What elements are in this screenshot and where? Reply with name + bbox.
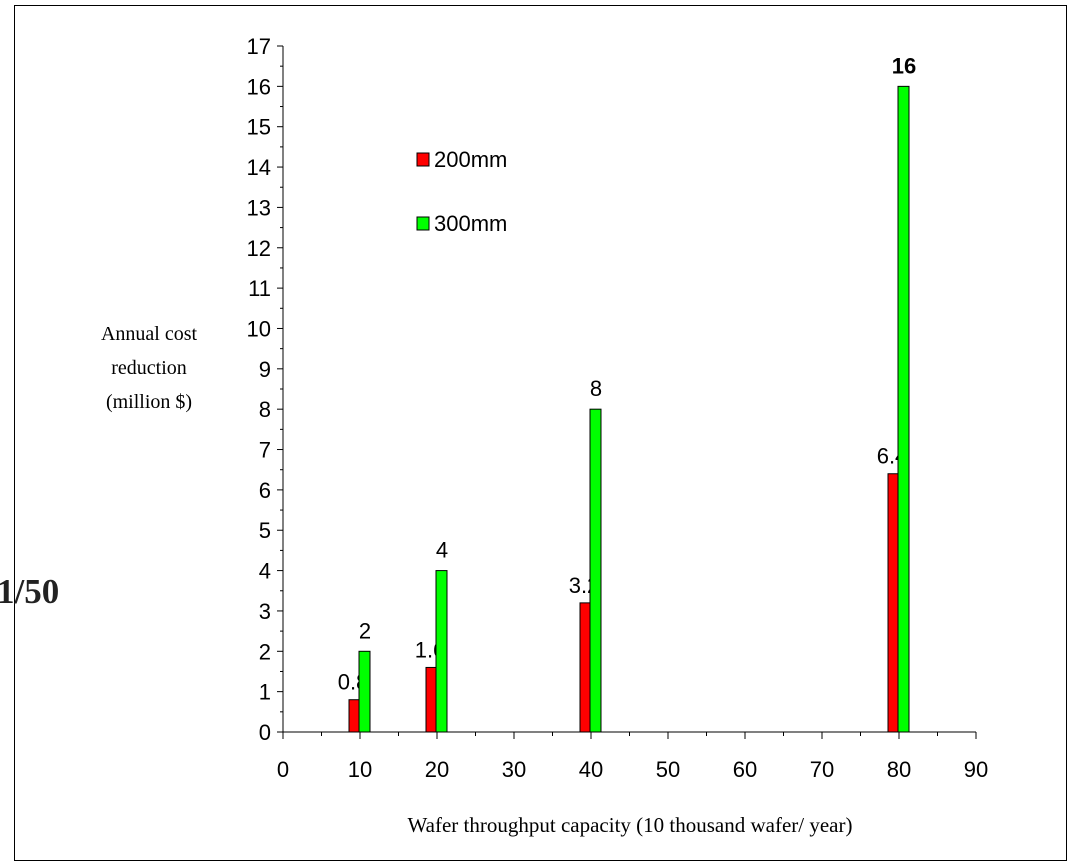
y-tick-label: 17 bbox=[247, 34, 271, 59]
bar-300mm bbox=[897, 85, 910, 733]
y-tick-label: 4 bbox=[259, 559, 271, 584]
bar-200mm bbox=[887, 473, 900, 733]
legend-label-300mm: 300mm bbox=[434, 211, 507, 236]
bar-300mm bbox=[589, 408, 602, 733]
y-tick-label: 1 bbox=[259, 680, 271, 705]
legend-swatch-200mm bbox=[416, 152, 430, 167]
y-tick-label: 3 bbox=[259, 599, 271, 624]
data-label-300mm: 4 bbox=[436, 538, 448, 563]
slide-fragment-text: 1/50 bbox=[0, 572, 60, 611]
bar-200mm bbox=[579, 602, 592, 733]
y-tick-label: 12 bbox=[247, 236, 271, 261]
y-tick-label: 16 bbox=[247, 74, 271, 99]
x-tick-label: 10 bbox=[348, 757, 372, 782]
legend-label-200mm: 200mm bbox=[434, 147, 507, 172]
y-tick-label: 0 bbox=[259, 720, 271, 745]
y-tick-label: 2 bbox=[259, 639, 271, 664]
y-axis-label-line-3: (million $) bbox=[105, 391, 193, 413]
y-tick-label: 9 bbox=[259, 357, 271, 382]
bar-200mm bbox=[348, 699, 361, 733]
y-tick-label: 5 bbox=[259, 518, 271, 543]
y-tick-label: 11 bbox=[248, 276, 271, 301]
x-axis-label: Wafer throughput capacity (10 thousand w… bbox=[407, 813, 853, 837]
y-tick-label: 8 bbox=[259, 397, 271, 422]
x-tick-label: 30 bbox=[502, 757, 526, 782]
y-tick-label: 6 bbox=[259, 478, 271, 503]
bar-300mm bbox=[358, 650, 371, 733]
y-axis-label-line-2: reduction bbox=[111, 357, 187, 379]
legend-swatch-300mm bbox=[416, 216, 430, 231]
x-tick-label: 60 bbox=[733, 757, 757, 782]
y-tick-label: 10 bbox=[247, 316, 271, 341]
x-tick-label: 80 bbox=[887, 757, 911, 782]
data-label-300mm: 2 bbox=[359, 618, 371, 643]
y-tick-label: 14 bbox=[247, 155, 271, 180]
data-label-300mm: 8 bbox=[590, 376, 602, 401]
x-tick-label: 70 bbox=[810, 757, 834, 782]
x-tick-label: 20 bbox=[425, 757, 449, 782]
y-tick-label: 15 bbox=[247, 115, 271, 140]
x-tick-label: 50 bbox=[656, 757, 680, 782]
y-axis-label: Annual cost reduction (million $) bbox=[74, 317, 224, 419]
y-tick-label: 7 bbox=[259, 438, 271, 463]
x-tick-label: 90 bbox=[964, 757, 988, 782]
y-axis-label-line-1: Annual cost bbox=[100, 323, 198, 345]
data-label-300mm: 16 bbox=[892, 53, 916, 78]
x-tick-label: 40 bbox=[579, 757, 603, 782]
bar-200mm bbox=[425, 666, 438, 733]
y-tick-label: 13 bbox=[247, 195, 271, 220]
bar-300mm bbox=[435, 570, 448, 733]
x-tick-label: 0 bbox=[277, 757, 289, 782]
